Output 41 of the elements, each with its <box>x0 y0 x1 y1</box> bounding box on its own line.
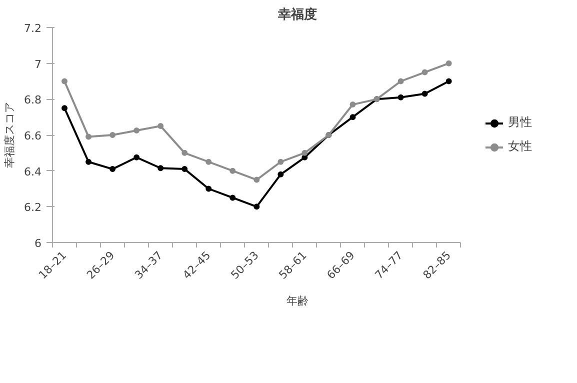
point <box>446 78 452 84</box>
point <box>302 150 308 156</box>
point <box>278 171 284 178</box>
point <box>158 165 164 172</box>
x-axis-title: 年齢 <box>286 294 308 308</box>
y-tick-label: 6.6 <box>24 130 42 142</box>
point <box>182 150 188 156</box>
y-tick-label: 6.8 <box>24 94 42 107</box>
point <box>398 94 404 100</box>
point <box>134 154 140 160</box>
point <box>110 132 116 138</box>
point <box>398 78 404 84</box>
point <box>86 158 92 165</box>
point <box>62 78 68 84</box>
point <box>350 102 356 108</box>
point <box>254 176 260 183</box>
point <box>422 69 428 76</box>
point <box>158 123 164 130</box>
point <box>62 105 68 112</box>
point <box>350 114 356 120</box>
y-tick-label: 6 <box>34 237 42 250</box>
y-tick-label: 7.2 <box>24 22 42 35</box>
point <box>110 166 116 172</box>
y-tick-label: 7 <box>34 58 42 71</box>
legend-label: 男性 <box>508 114 532 131</box>
point <box>230 194 236 201</box>
legend-label: 女性 <box>508 138 532 155</box>
chart-title: 幸福度 <box>277 6 317 22</box>
point <box>206 158 212 165</box>
point <box>182 166 188 172</box>
point <box>86 134 92 140</box>
point <box>446 60 452 66</box>
point <box>206 186 212 192</box>
point <box>278 158 284 165</box>
point <box>254 204 260 210</box>
point <box>230 168 236 174</box>
y-tick-label: 6.2 <box>24 201 42 214</box>
y-axis-title: 幸福度スコア <box>3 102 16 168</box>
y-tick-label: 6.4 <box>24 165 42 178</box>
point <box>134 128 140 134</box>
point <box>422 90 428 97</box>
